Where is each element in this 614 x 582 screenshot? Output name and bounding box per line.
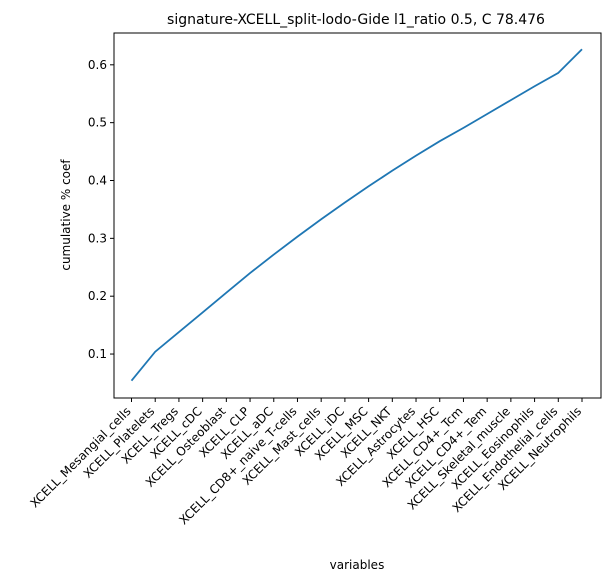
y-tick-label-5: 0.6 [88, 58, 107, 72]
plot-area [113, 32, 602, 399]
y-tick-label-4: 0.5 [88, 116, 107, 130]
y-axis-title: cumulative % coef [59, 159, 73, 271]
y-axis: 0.1 0.2 0.3 0.4 0.5 0.6 [88, 58, 114, 361]
chart-title: signature-XCELL_split-lodo-Gide l1_ratio… [167, 12, 545, 28]
series-line [130, 48, 583, 382]
y-tick-label-0: 0.1 [88, 347, 107, 361]
y-tick-label-1: 0.2 [88, 289, 107, 303]
y-tick-label-2: 0.3 [88, 231, 107, 245]
x-axis: XCELL_Mesangial_cellsXCELL_PlateletsXCEL… [27, 398, 584, 527]
y-tick-label-3: 0.4 [88, 174, 107, 188]
x-axis-title: variables [330, 558, 385, 572]
x-tick-label-0: XCELL_Mesangial_cells [27, 404, 133, 510]
